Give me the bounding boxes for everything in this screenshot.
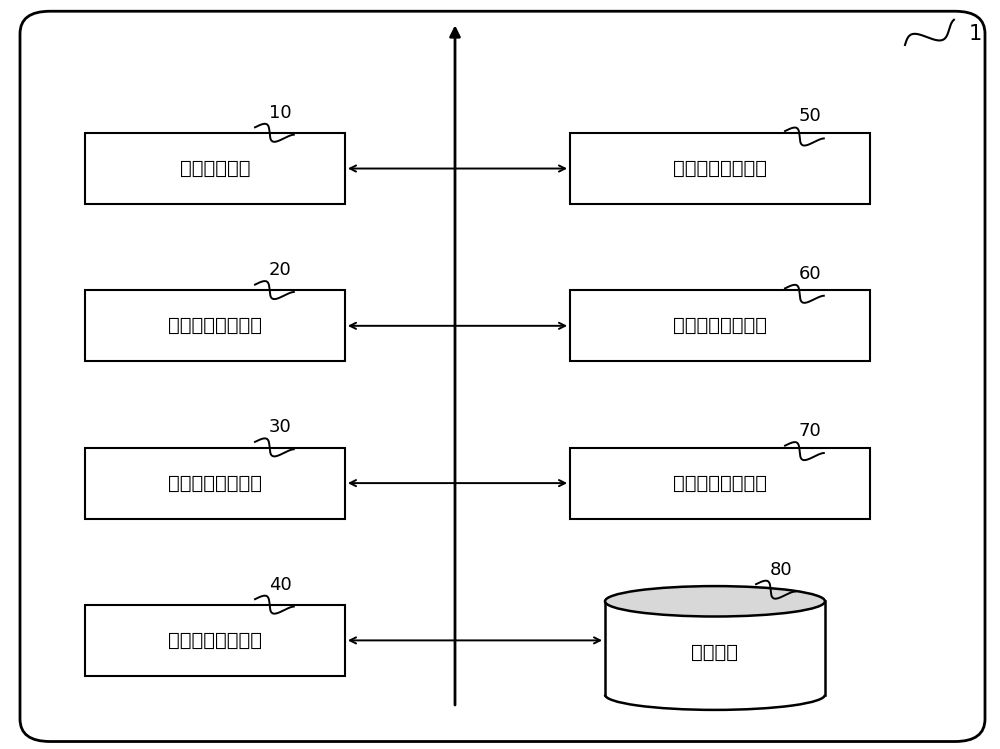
Text: 场景视频评估单元: 场景视频评估单元 — [168, 631, 262, 650]
Text: 20: 20 — [269, 261, 291, 279]
FancyBboxPatch shape — [570, 291, 870, 362]
Text: 80: 80 — [770, 560, 792, 578]
FancyBboxPatch shape — [85, 448, 345, 518]
Text: 50: 50 — [799, 107, 821, 125]
Text: 摘要视频创建单元: 摘要视频创建单元 — [673, 473, 767, 493]
FancyBboxPatch shape — [570, 448, 870, 518]
FancyBboxPatch shape — [570, 133, 870, 204]
FancyBboxPatch shape — [20, 11, 985, 742]
Text: 存储单元: 存储单元 — [692, 643, 738, 662]
Text: 10: 10 — [269, 103, 291, 121]
Text: 1: 1 — [968, 24, 982, 43]
FancyBboxPatch shape — [85, 291, 345, 362]
Text: 场景视频创建单元: 场景视频创建单元 — [168, 473, 262, 493]
Text: 剪切视频创建单元: 剪切视频创建单元 — [168, 316, 262, 336]
Text: 30: 30 — [269, 418, 291, 436]
FancyBboxPatch shape — [605, 601, 825, 695]
FancyBboxPatch shape — [85, 605, 345, 676]
Ellipse shape — [605, 586, 825, 616]
Text: 场景视频选择单元: 场景视频选择单元 — [673, 159, 767, 178]
Text: 图像分析单元: 图像分析单元 — [180, 159, 250, 178]
Text: 70: 70 — [799, 422, 821, 440]
Text: 剪切视频选择单元: 剪切视频选择单元 — [673, 316, 767, 336]
Text: 40: 40 — [269, 575, 291, 593]
FancyBboxPatch shape — [85, 133, 345, 204]
Text: 60: 60 — [799, 264, 821, 283]
